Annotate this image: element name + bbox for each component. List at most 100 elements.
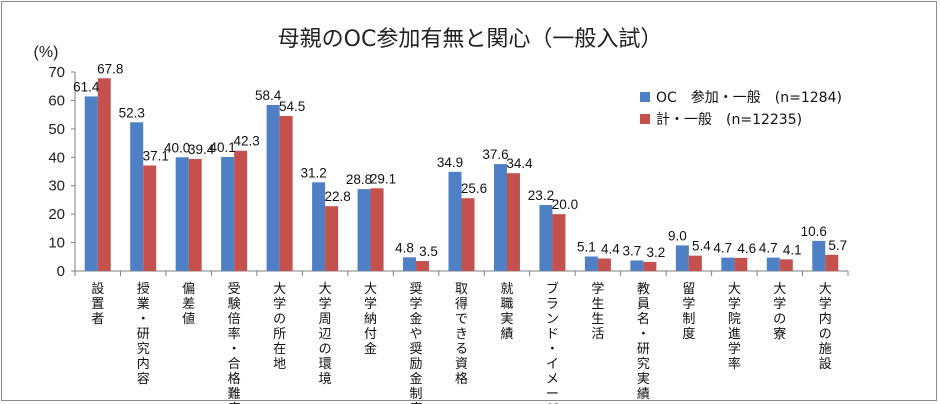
bar-oc-participation (766, 257, 780, 271)
y-tick-label: 30 (48, 178, 65, 195)
category-label-char: 学 (682, 296, 695, 312)
category-label-char: の (773, 312, 786, 327)
category-label-char: ・ (228, 342, 241, 357)
category-label-char: 格 (455, 371, 468, 387)
data-label: 3.5 (419, 244, 438, 259)
bar-total (552, 214, 566, 271)
bar-oc-participation (266, 104, 280, 271)
y-tick-label: 40 (48, 149, 65, 166)
category-label-char: ー (546, 387, 559, 402)
category-label-char: 偏 (182, 282, 195, 297)
category-label-char: 度 (410, 401, 423, 404)
bars (84, 78, 839, 271)
category-label-char: 験 (228, 297, 241, 312)
data-label: 5.4 (692, 239, 711, 254)
category-label-char: 生 (591, 312, 604, 327)
category-label-char: 活 (591, 327, 604, 342)
category-label-char: 進 (728, 327, 741, 342)
data-label: 4.6 (737, 241, 756, 256)
y-tick-label: 0 (57, 263, 65, 280)
category-label-char: 留 (682, 282, 695, 297)
category-label-char: 学 (364, 296, 377, 312)
data-label: 29.1 (370, 171, 396, 186)
category-label-char: 学 (410, 296, 423, 312)
bar-oc-participation (675, 245, 689, 271)
category-label-char: や (410, 327, 423, 342)
axes: 0 10 20 30 40 50 60 70 (48, 64, 849, 280)
category-label-char: 率 (228, 326, 241, 342)
bar-oc-participation (812, 240, 826, 271)
bar-total (325, 206, 339, 271)
category-label-char: 寮 (773, 326, 786, 342)
category-label-char: ・ (137, 312, 150, 327)
bar-total (97, 78, 111, 271)
bar-total (597, 258, 611, 271)
legend: OC 参加・一般 (n=1284) 計・一般 (n=12235) (640, 89, 842, 128)
data-label: 3.7 (622, 243, 641, 258)
category-label-char: ブ (546, 281, 559, 297)
category-label-char: 業 (137, 296, 150, 312)
data-label: 9.0 (668, 228, 687, 243)
category-label-char: の (819, 327, 832, 342)
category-label-char: 究 (137, 342, 150, 357)
bar-oc-participation (584, 256, 598, 271)
category-label-char: 職 (500, 297, 513, 312)
category-label-char: 学 (773, 296, 786, 312)
category-label-char: 得 (455, 296, 468, 312)
category-label-char: ・ (546, 342, 559, 357)
data-label: 4.8 (395, 240, 414, 255)
category-label-char: る (455, 342, 468, 357)
data-label: 34.4 (506, 156, 533, 171)
bar-oc-participation (403, 257, 417, 271)
legend-label-total: 計・一般 (n=12235) (656, 112, 802, 128)
category-label-char: 学 (819, 296, 832, 312)
category-label-char: 大 (773, 282, 786, 297)
category-label-char: 格 (228, 371, 241, 387)
data-label: 4.4 (601, 241, 620, 256)
category-label-char: 資 (455, 357, 468, 372)
category-label-char: 授 (137, 282, 150, 297)
category-label-char: 大 (319, 282, 332, 297)
category-label-char: 設 (819, 356, 832, 372)
category-label-char: 学 (273, 296, 286, 312)
category-label-char: 度 (228, 401, 241, 404)
category-label-char: 難 (228, 387, 241, 402)
category-label-char: 施 (819, 342, 832, 357)
category-label-char: 値 (182, 311, 195, 327)
category-label-char: で (455, 312, 468, 327)
category-label-char: 金 (410, 311, 423, 327)
category-label-char: 内 (137, 356, 150, 372)
category-label-char: 研 (137, 327, 150, 342)
bar-total (370, 188, 384, 271)
category-label-char: 制 (410, 387, 423, 402)
category-label-char: 差 (182, 297, 195, 312)
category-label-char: 実 (637, 371, 650, 387)
data-label: 39.4 (188, 142, 215, 157)
y-tick-label: 70 (48, 64, 65, 81)
category-label-char: 大 (728, 282, 741, 297)
category-label-char: 就 (500, 282, 513, 297)
data-label: 4.7 (759, 241, 778, 256)
data-label: 61.4 (73, 79, 100, 94)
data-label: 4.1 (783, 242, 802, 257)
bar-oc-participation (221, 157, 235, 271)
bar-oc-participation (175, 157, 189, 271)
category-label-char: 績 (500, 327, 513, 342)
y-axis-unit: (%) (34, 44, 59, 61)
data-label: 37.1 (143, 149, 169, 164)
category-label-char: の (319, 342, 332, 357)
category-label-char: 在 (273, 342, 286, 357)
category-label-char: 倍 (228, 312, 241, 327)
category-label-char: 受 (228, 282, 241, 297)
bar-oc-participation (448, 171, 462, 271)
data-label: 40.0 (164, 140, 190, 155)
category-label-char: ジ (546, 402, 559, 404)
category-label-char: 員 (637, 297, 650, 312)
data-label: 20.0 (552, 197, 578, 212)
bar-oc-participation (493, 164, 507, 271)
category-label-char: 取 (455, 282, 468, 297)
category-label-char: ・ (637, 327, 650, 342)
bar-total (461, 198, 475, 271)
category-label-char: 率 (728, 356, 741, 372)
